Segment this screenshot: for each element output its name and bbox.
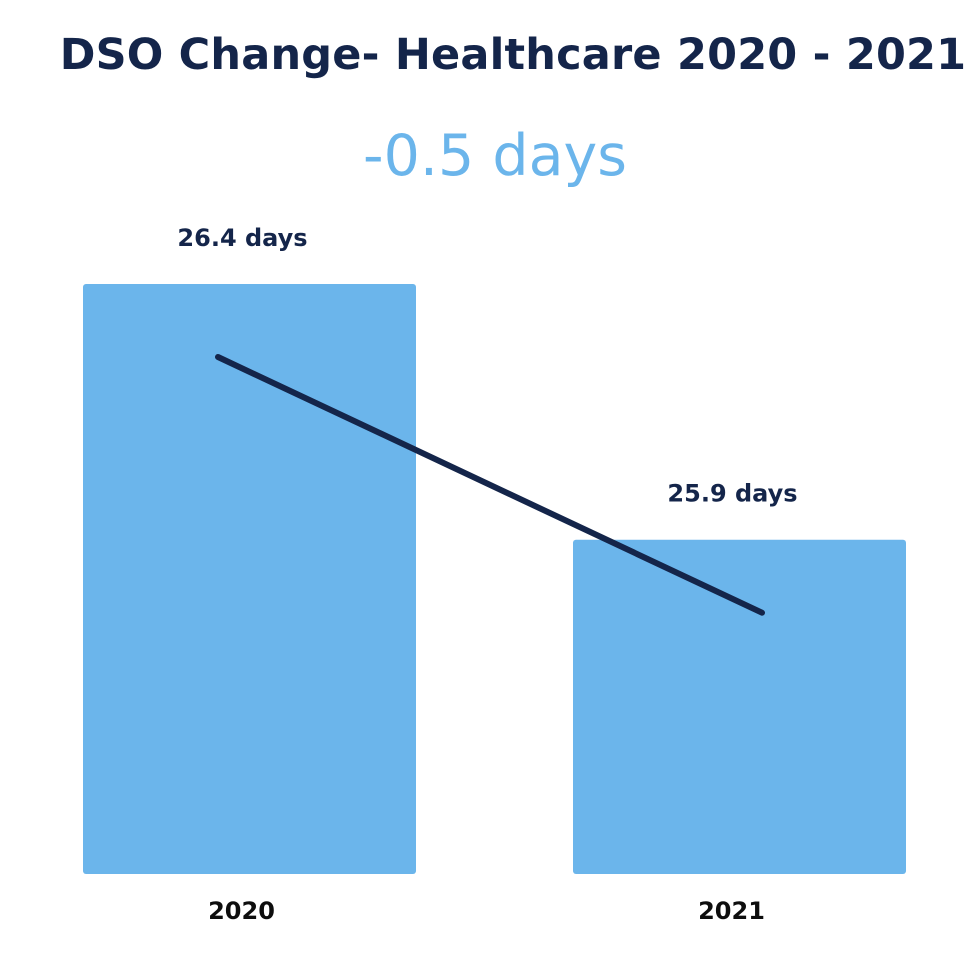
- bar-2020: [83, 284, 416, 874]
- chart-title: DSO Change- Healthcare 2020 - 2021: [59, 30, 967, 80]
- bar-2021: [573, 539, 906, 874]
- category-label-2020: 2020: [208, 897, 275, 925]
- data-label-2021: 25.9 days: [667, 480, 797, 508]
- data-label-2020: 26.4 days: [177, 224, 307, 252]
- chart-change-label: -0.5 days: [363, 123, 627, 189]
- category-label-2021: 2021: [698, 897, 765, 925]
- trend-line: [215, 354, 765, 616]
